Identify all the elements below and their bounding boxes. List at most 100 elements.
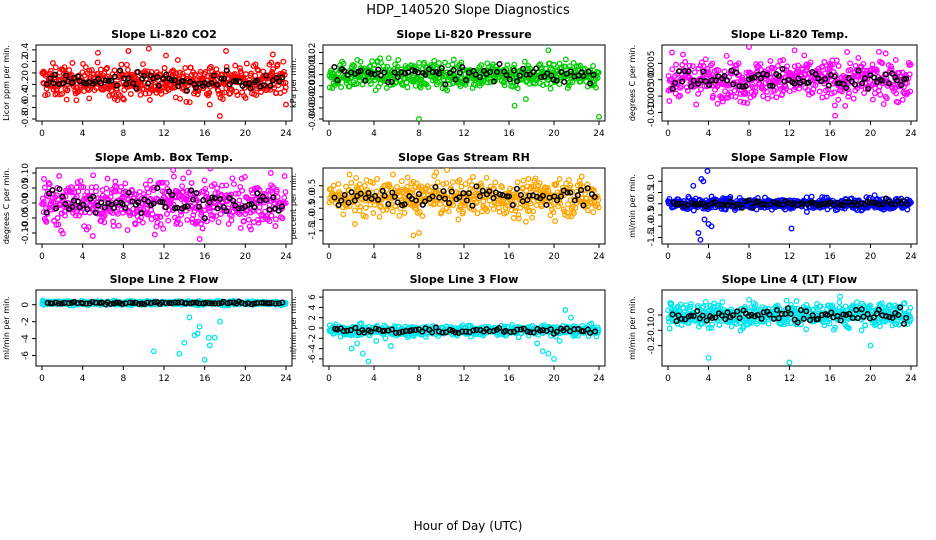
outlier-point [700, 178, 707, 185]
data-point [501, 79, 508, 85]
data-point [590, 209, 597, 216]
data-point [358, 320, 365, 327]
y-tick-label: 0.4 [21, 42, 31, 57]
overlay-point [180, 78, 187, 85]
data-point [140, 61, 146, 68]
overlay-point [429, 193, 436, 200]
data-point [373, 188, 380, 195]
data-point [594, 193, 601, 200]
overlay-point [578, 187, 585, 194]
overlay-point [97, 80, 105, 87]
overlay-point [473, 183, 480, 190]
outlier-point [125, 48, 132, 54]
overlay-point [211, 194, 218, 202]
overlay-point [706, 82, 713, 89]
data-point [59, 230, 66, 237]
data-point [78, 209, 85, 216]
overlay-point [394, 73, 401, 81]
data-point [767, 57, 774, 64]
data-point [94, 59, 101, 66]
data-point [73, 97, 80, 104]
overlay-point [145, 198, 152, 205]
data-point [444, 168, 450, 173]
overlay-point [580, 202, 587, 209]
overlay-point [43, 209, 50, 216]
data-point [219, 90, 225, 97]
overlay-point [202, 299, 209, 306]
data-point [567, 182, 574, 189]
data-point [93, 183, 100, 190]
overlay-point [218, 75, 225, 82]
overlay-point [721, 73, 728, 80]
x-tick-label: 20 [548, 374, 560, 384]
overlay-point [586, 80, 594, 87]
data-point [199, 225, 206, 232]
overlay-point [558, 68, 565, 76]
data-point [404, 174, 411, 181]
data-point [876, 48, 882, 55]
overlay-point [69, 204, 76, 211]
overlay-point [49, 300, 56, 307]
data-point [803, 208, 810, 215]
data-point [570, 323, 577, 330]
y-tick-label: 0.0 [308, 190, 318, 205]
y-axis-label: ml/min per min. [2, 296, 11, 360]
data-point [184, 216, 191, 223]
data-point [219, 96, 226, 102]
data-point [893, 90, 900, 97]
data-point [565, 201, 572, 208]
outlier-point [545, 47, 552, 54]
x-tick-label: 8 [746, 252, 752, 262]
data-point [562, 56, 569, 63]
data-point [367, 80, 374, 87]
data-point [215, 219, 222, 226]
outlier-point [522, 96, 529, 103]
outlier-point [556, 176, 563, 182]
data-point [250, 207, 257, 214]
data-point [547, 212, 554, 219]
data-point [550, 200, 557, 207]
data-point [264, 75, 271, 82]
data-point [88, 66, 95, 73]
data-point [570, 60, 577, 66]
x-tick-label: 12 [458, 129, 469, 139]
y-tick-label: 0.5 [308, 179, 318, 193]
overlay-point [882, 71, 890, 78]
data-point [270, 66, 277, 73]
data-point [281, 173, 288, 180]
overlay-point [135, 199, 142, 206]
overlay-point [422, 71, 429, 78]
overlay-point [848, 78, 855, 85]
overlay-point [700, 68, 707, 75]
overlay-point [421, 198, 428, 205]
overlay-point [133, 85, 140, 92]
data-point [351, 207, 358, 214]
data-point [440, 207, 447, 214]
data-point [187, 190, 194, 197]
data-point [279, 215, 286, 222]
data-point [213, 213, 220, 220]
outlier-point [196, 236, 203, 242]
overlay-point [169, 191, 176, 199]
y-tick-label: 0 [308, 325, 318, 331]
data-point [160, 225, 167, 232]
data-point [210, 212, 217, 219]
overlay-point [459, 64, 466, 71]
data-point [575, 332, 582, 339]
data-point [172, 84, 179, 91]
data-points [326, 168, 602, 239]
overlay-point [436, 70, 443, 77]
data-point [280, 68, 287, 75]
data-point [447, 185, 454, 192]
data-point [406, 72, 413, 79]
data-point [232, 62, 239, 69]
overlay-point [879, 201, 886, 208]
overlay-point [74, 198, 82, 205]
x-tick-label: 24 [280, 374, 292, 384]
data-points [326, 47, 602, 121]
overlay-point [533, 65, 540, 72]
data-point [369, 179, 376, 186]
data-point [401, 209, 408, 216]
data-point [63, 96, 70, 103]
y-axis-label: Licor ppm per min. [2, 45, 11, 121]
